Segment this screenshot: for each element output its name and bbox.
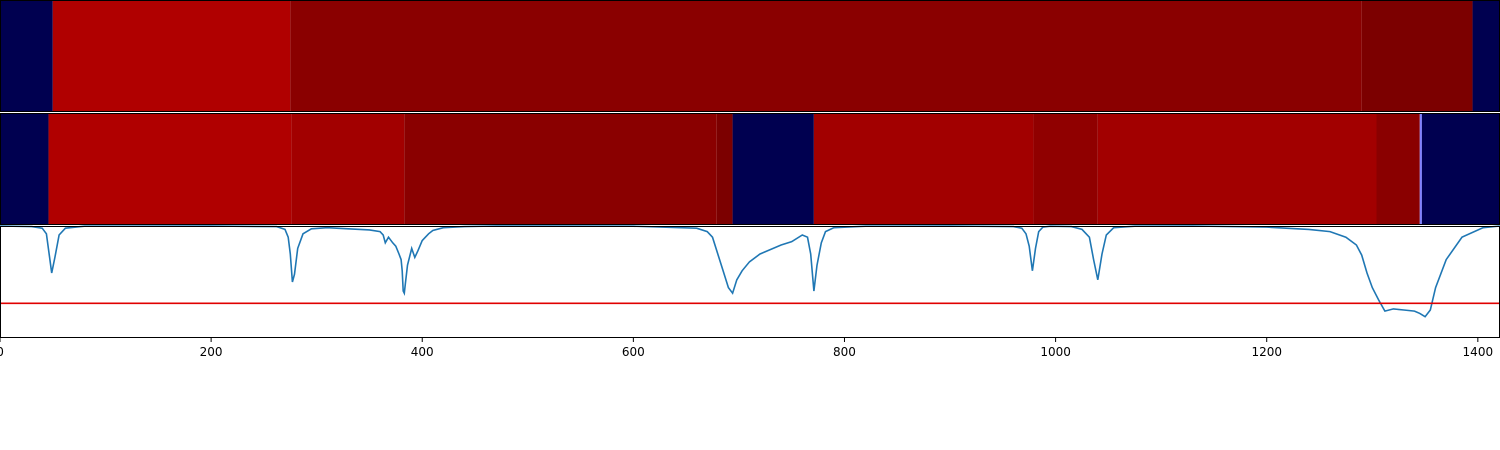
heatmap-cell-2-12: [1421, 113, 1500, 225]
heatmap-cell-1-3: [290, 0, 1362, 112]
heatmap-cell-2-8: [1033, 113, 1098, 225]
line-plot: [0, 225, 1500, 318]
heatmap-cell-2-9: [1097, 113, 1377, 225]
heatmap-bottom: [0, 113, 1500, 225]
series-line: [0, 225, 1500, 318]
heatmap-cell-2-6: [732, 113, 814, 225]
x-axis: 0 200 400 600 800 1000 1200 1400: [0, 338, 1493, 359]
heatmap-cell-2-4: [404, 113, 717, 225]
heatmap-cell-1-4: [1361, 0, 1473, 112]
panel-frame-3: [0, 226, 1500, 338]
x-tick-label: 800: [833, 345, 856, 359]
x-tick-label: 1000: [1040, 345, 1071, 359]
x-tick-label: 600: [622, 345, 645, 359]
x-tick-label: 1400: [1463, 345, 1494, 359]
heatmap-cell-2-7: [813, 113, 1034, 225]
heatmap-top: [0, 0, 1500, 112]
x-tick-label: 0: [0, 345, 4, 359]
heatmap-cell-2-10: [1376, 113, 1420, 225]
heatmap-cell-1-1: [0, 0, 53, 112]
x-tick-label: 400: [411, 345, 434, 359]
heatmap-cell-2-5: [716, 113, 733, 225]
x-tick-label: 200: [200, 345, 223, 359]
heatmap-cell-2-2: [48, 113, 292, 225]
heatmap-cell-2-3: [291, 113, 405, 225]
heatmap-cell-1-5: [1472, 0, 1500, 112]
heatmap-cell-2-1: [0, 113, 49, 225]
heatmap-cell-1-2: [52, 0, 291, 112]
heatmap-cell-2-11: [1419, 113, 1422, 225]
x-tick-label: 1200: [1251, 345, 1282, 359]
